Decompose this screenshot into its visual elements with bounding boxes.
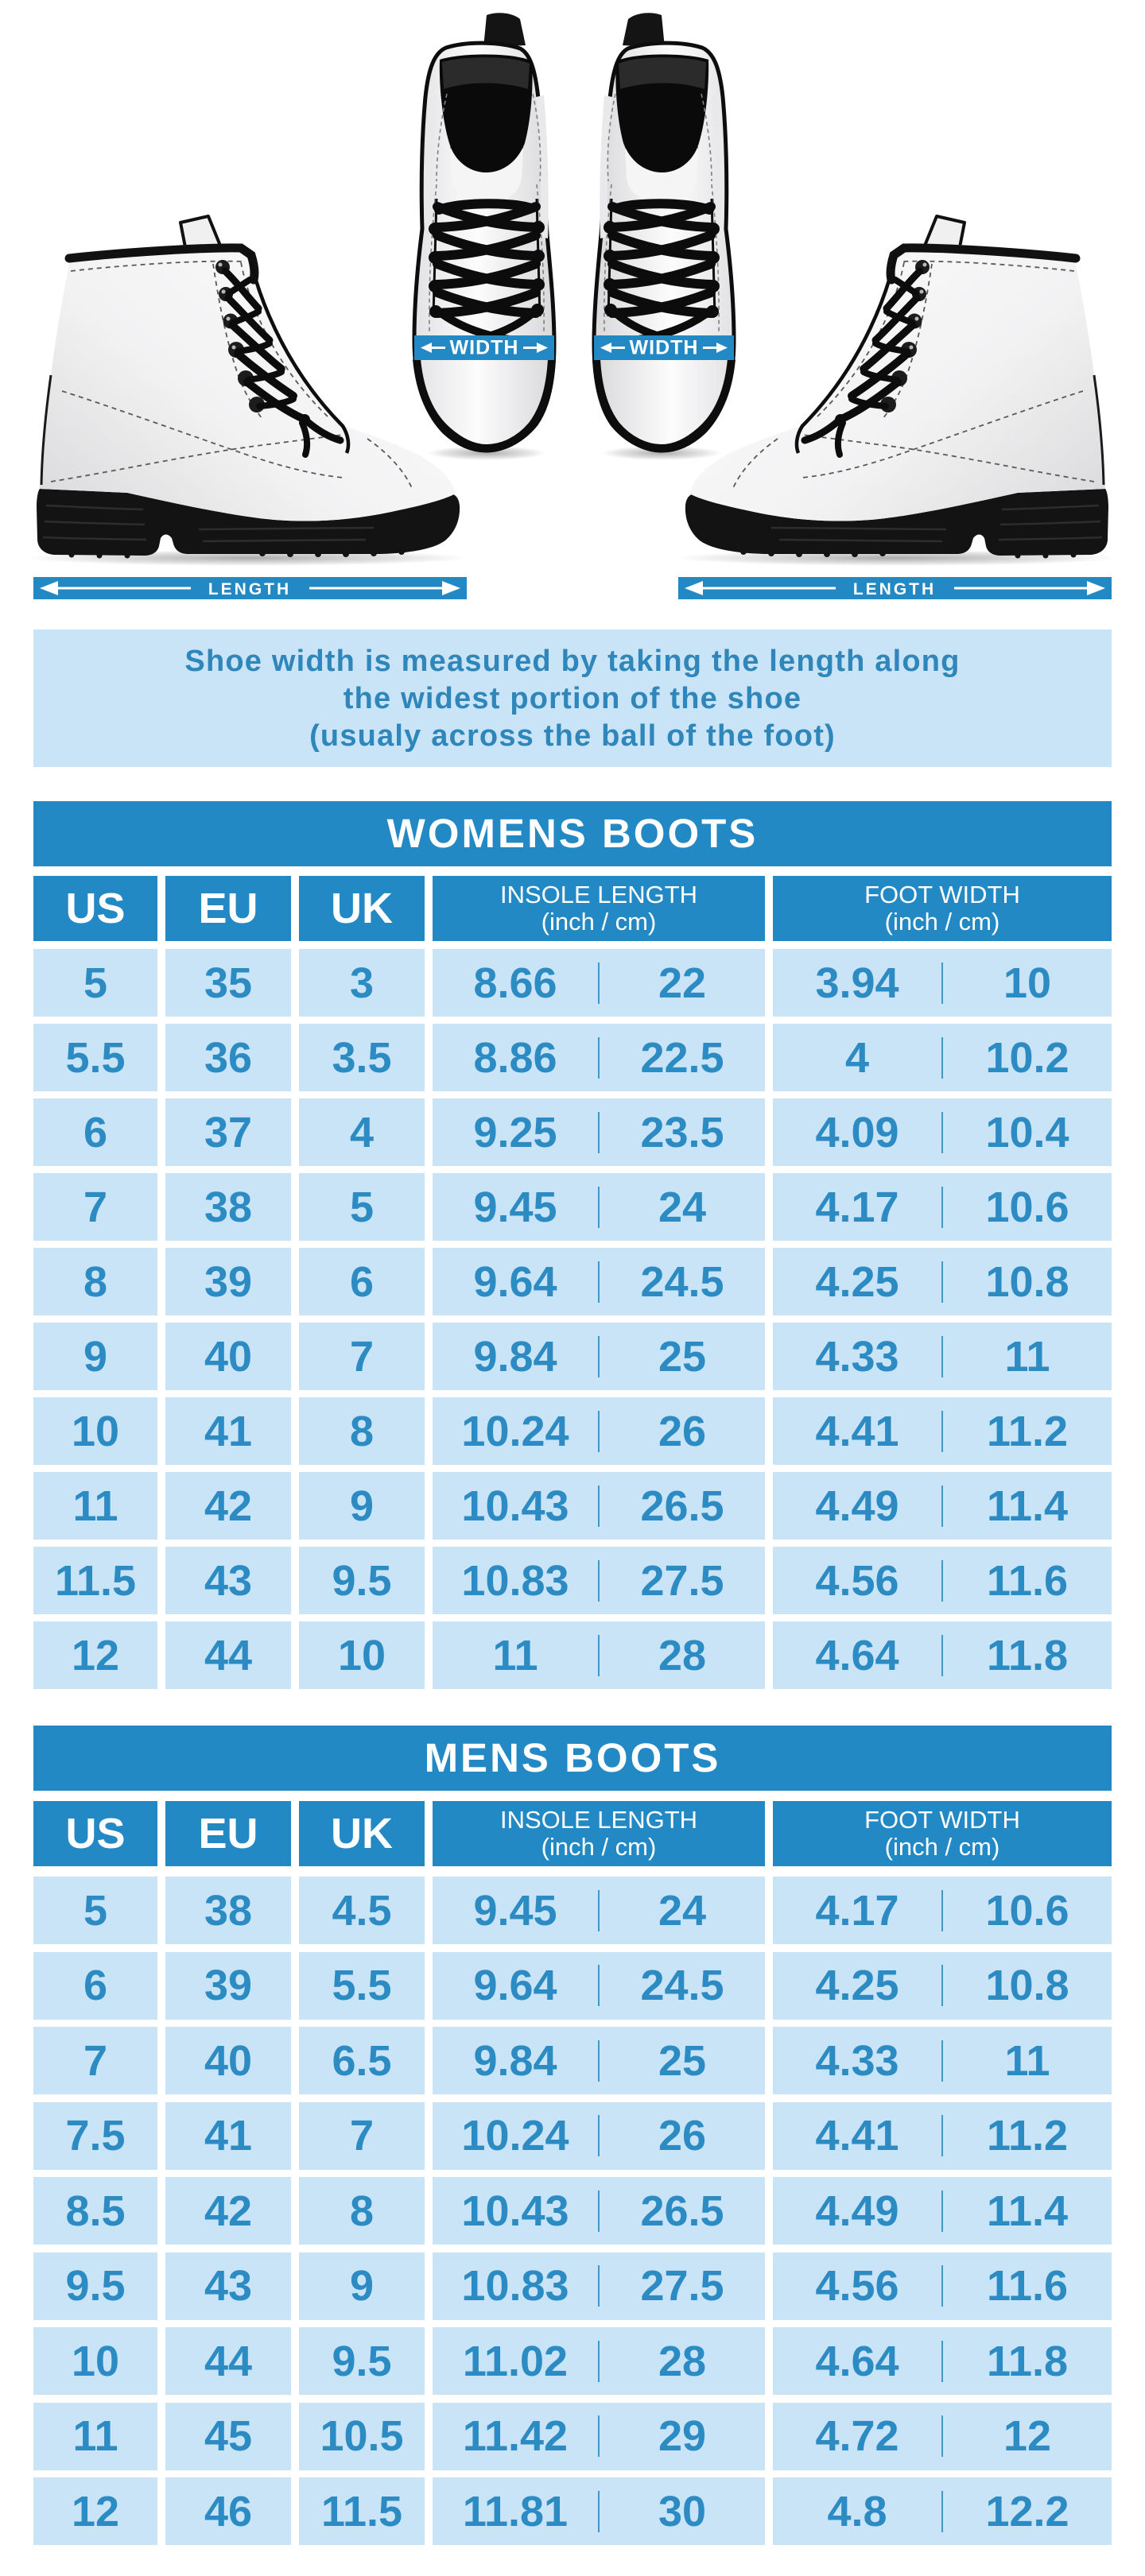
svg-text:WIDTH: WIDTH [630, 337, 699, 359]
svg-text:LENGTH: LENGTH [853, 580, 936, 598]
svg-text:LENGTH: LENGTH [208, 580, 291, 598]
svg-text:WIDTH: WIDTH [450, 337, 519, 359]
